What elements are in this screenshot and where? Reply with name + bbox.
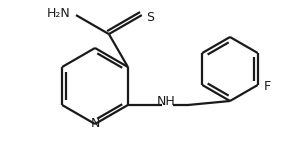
Text: NH: NH [157,95,175,108]
Text: F: F [264,79,271,93]
Text: H₂N: H₂N [47,7,71,20]
Text: S: S [146,11,154,24]
Text: N: N [90,117,100,130]
